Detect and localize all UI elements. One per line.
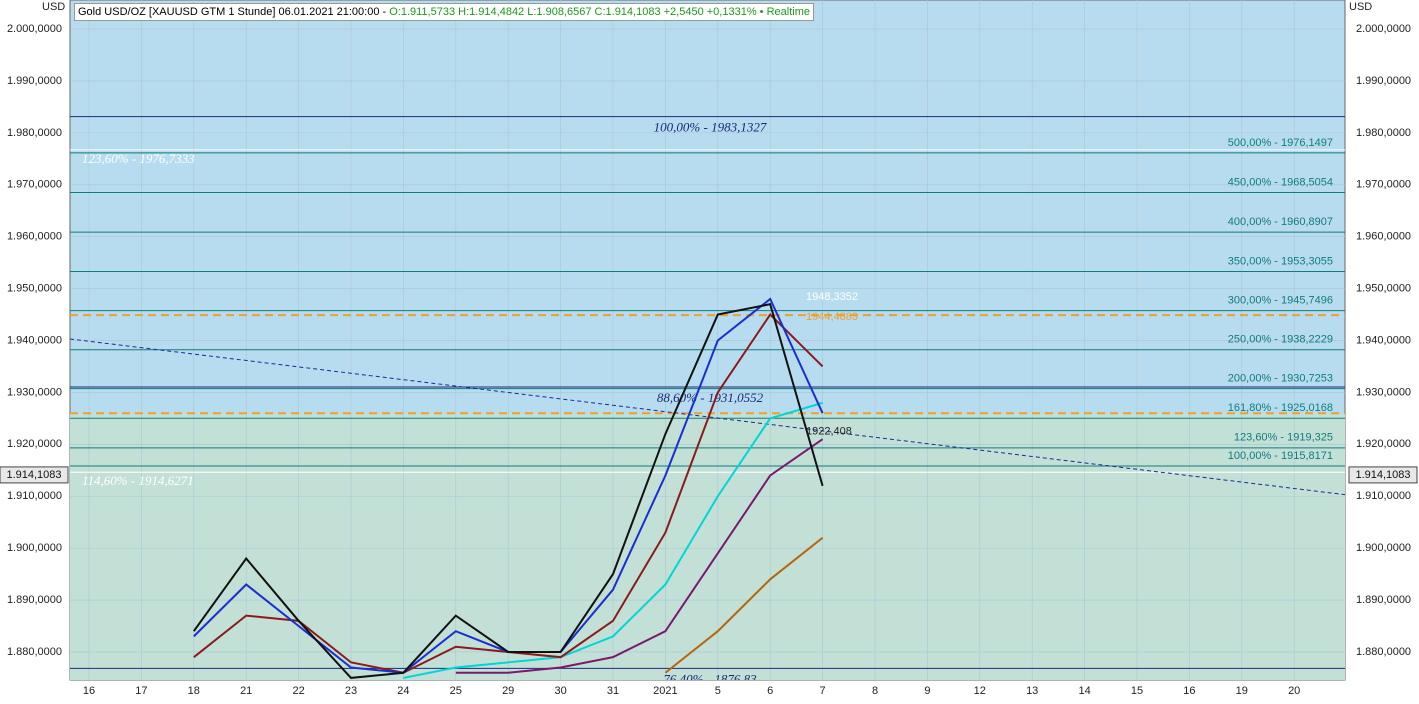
x-tick-label: 25 [450, 685, 462, 697]
fib-label: 500,00% - 1976,1497 [1228, 137, 1333, 149]
x-tick-label: 23 [345, 685, 357, 697]
y-tick-label: 2.000,0000 [7, 23, 62, 35]
quote: O:1.911,5733 H:1.914,4842 L:1.908,6567 C… [389, 6, 757, 18]
fib-label: 123,60% - 1919,325 [1234, 432, 1333, 444]
fib-label: 450,00% - 1968,5054 [1228, 176, 1333, 188]
y-tick-label-right: 1.890,0000 [1356, 594, 1411, 606]
fib-label: 161,80% - 1925,0168 [1228, 402, 1333, 414]
y-tick-label-right: 1.950,0000 [1356, 283, 1411, 295]
price-line [455, 438, 824, 674]
fib-label: 100,00% - 1915,8171 [1228, 450, 1333, 462]
x-tick-label: 5 [715, 685, 721, 697]
currency: USD [42, 1, 65, 13]
fib-label: 300,00% - 1945,7496 [1228, 295, 1333, 307]
fib-label: 76,40% - 1876,83 [663, 671, 757, 686]
x-tick-label: 16 [1183, 685, 1195, 697]
x-tick-label: 2021 [653, 685, 677, 697]
y-tick-label-right: 1.960,0000 [1356, 231, 1411, 243]
x-tick-label: 22 [292, 685, 304, 697]
x-tick-label: 21 [240, 685, 252, 697]
y-tick-label: 1.990,0000 [7, 75, 62, 87]
plot: 100,00% - 1983,1327 123,60% - 1976,7333 50… [70, 0, 1345, 686]
y-tick-label: 1.940,0000 [7, 334, 62, 346]
y-tick-label-right: 1.880,0000 [1356, 646, 1411, 658]
x-tick-label: 18 [188, 685, 200, 697]
lower-zone [70, 413, 1345, 680]
y-tick-label: 1.910,0000 [7, 490, 62, 502]
price-annotation: 1944,4883 [806, 311, 858, 323]
price-annotation: 1948,3352 [806, 291, 858, 303]
y-tick-label: 1.970,0000 [7, 179, 62, 191]
x-tick-label: 16 [83, 685, 95, 697]
x-tick-label: 24 [397, 685, 409, 697]
x-tick-label: 31 [607, 685, 619, 697]
y-tick-label-right: 1.930,0000 [1356, 386, 1411, 398]
x-tick-label: 30 [554, 685, 566, 697]
y-tick-label-right: 1.990,0000 [1356, 75, 1411, 87]
y-tick-label-right: 1.980,0000 [1356, 127, 1411, 139]
x-tick-label: 6 [767, 685, 773, 697]
price-annotation: 1922,408 [806, 426, 852, 438]
x-tick-label: 19 [1236, 685, 1248, 697]
y-tick-label: 1.880,0000 [7, 646, 62, 658]
fib-label: 100,00% - 1983,1327 [654, 120, 767, 135]
price-line [403, 401, 823, 679]
x-tick-label: 17 [135, 685, 147, 697]
fib-label: 350,00% - 1953,3055 [1228, 255, 1333, 267]
y-tick-label: 1.920,0000 [7, 438, 62, 450]
y-tick-label: 1.900,0000 [7, 542, 62, 554]
x-tick-label: 13 [1026, 685, 1038, 697]
fib-label: 200,00% - 1930,7253 [1228, 373, 1333, 385]
y-tick-label-right: 2.000,0000 [1356, 23, 1411, 35]
current-price-right: 1.914,1083 [1355, 469, 1410, 481]
x-tick-label: 29 [502, 685, 514, 697]
fib-label: 250,00% - 1938,2229 [1228, 334, 1333, 346]
fib-label: 123,60% - 1976,7333 [82, 151, 195, 166]
fib-label: 88,60% - 1931,0552 [657, 390, 764, 405]
price-line [664, 536, 824, 674]
fib-label: 400,00% - 1960,8907 [1228, 216, 1333, 228]
y-tick-label-right: 1.910,0000 [1356, 490, 1411, 502]
fib-label: 114,60% - 1914,6271 [82, 473, 194, 488]
y-tick-label: 1.930,0000 [7, 386, 62, 398]
status: • Realtime [759, 6, 810, 18]
current-price-left: 1.914,1083 [6, 469, 61, 481]
x-tick-label: 14 [1078, 685, 1090, 697]
current-price-left-box [0, 466, 69, 484]
y-tick-label-right: 1.940,0000 [1356, 334, 1411, 346]
x-tick-label: 15 [1131, 685, 1143, 697]
x-tick-label: 8 [872, 685, 878, 697]
y-tick-label-right: 1.970,0000 [1356, 179, 1411, 191]
instrument: Gold USD/OZ [XAUUSD GTM 1 Stunde] 06.01.… [78, 6, 387, 18]
price-line [192, 303, 824, 679]
x-tick-label: 7 [820, 685, 826, 697]
y-tick-label-right: 1.900,0000 [1356, 542, 1411, 554]
currency-right: USD [1349, 1, 1372, 13]
x-tick-label: 12 [974, 685, 986, 697]
y-tick-label: 1.960,0000 [7, 231, 62, 243]
y-tick-label-right: 1.920,0000 [1356, 438, 1411, 450]
x-tick-label: 9 [924, 685, 930, 697]
y-tick-label: 1.950,0000 [7, 283, 62, 295]
y-tick-label: 1.890,0000 [7, 594, 62, 606]
header: Gold USD/OZ [XAUUSD GTM 1 Stunde] 06.01.… [74, 3, 814, 21]
x-tick-label: 20 [1288, 685, 1300, 697]
current-price-right-box [1348, 466, 1418, 484]
y-tick-label: 1.980,0000 [7, 127, 62, 139]
